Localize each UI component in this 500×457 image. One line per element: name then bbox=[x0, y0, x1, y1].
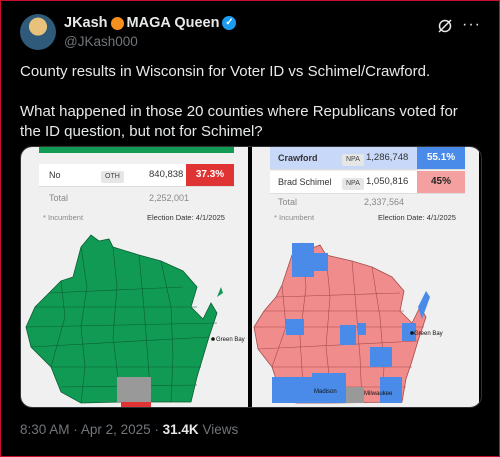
party-chip: NPA bbox=[342, 178, 364, 190]
vote-count: 1,050,816 bbox=[366, 176, 409, 187]
more-dots-icon[interactable]: ··· bbox=[462, 16, 481, 33]
door-peninsula bbox=[217, 287, 223, 297]
blue-county-central-2 bbox=[358, 323, 366, 335]
total-label: Total bbox=[49, 193, 69, 203]
blue-county-milwaukee bbox=[380, 377, 402, 403]
party-chip: NPA bbox=[342, 154, 364, 166]
verified-badge-icon[interactable]: ✓ bbox=[222, 16, 237, 30]
left-image[interactable]: No OTH 840,838 37.3% Total 2,252,001 * I… bbox=[21, 147, 248, 407]
blue-county-southwest bbox=[272, 377, 312, 403]
result-row-schimel: Brad Schimel NPA 1,050,816 45% bbox=[270, 171, 465, 194]
orange-emoji-icon bbox=[110, 16, 124, 30]
gray-county bbox=[346, 387, 364, 403]
blue-county-dane bbox=[312, 373, 346, 403]
blue-county-west bbox=[286, 319, 304, 335]
author-name-row[interactable]: JKash MAGA Queen ✓ bbox=[64, 15, 237, 31]
percent-badge: 55.1% bbox=[417, 147, 465, 169]
author-name[interactable]: JKash bbox=[64, 15, 108, 31]
city-dot-green-bay bbox=[410, 331, 414, 335]
election-date: Election Date: 4/1/2025 bbox=[147, 213, 225, 222]
avatar[interactable] bbox=[20, 14, 56, 50]
candidate-name: Brad Schimel bbox=[278, 177, 332, 187]
blue-county-north-2 bbox=[314, 253, 328, 271]
tweet-line-1: County results in Wisconsin for Voter ID… bbox=[20, 63, 431, 80]
total-votes: 2,252,001 bbox=[149, 193, 190, 203]
tweet-line-2: What happened in those 20 counties where… bbox=[20, 103, 458, 140]
result-row-crawford: Crawford NPA 1,286,748 55.1% bbox=[270, 147, 465, 170]
incumbent-note: * Incumbent bbox=[274, 213, 315, 222]
door-peninsula bbox=[418, 291, 430, 319]
vote-count: 840,838 bbox=[149, 169, 184, 180]
right-image[interactable]: Crawford NPA 1,286,748 55.1% Brad Schime… bbox=[252, 147, 479, 407]
blue-county-north bbox=[292, 243, 314, 277]
blue-county-brown bbox=[402, 323, 416, 341]
wisconsin-map-supreme-court: Green Bay Madison Milwaukee bbox=[253, 242, 443, 404]
views-count[interactable]: 31.4K bbox=[162, 422, 199, 437]
views-label: Views bbox=[202, 422, 239, 437]
tweet-meta: 8:30 AM · Apr 2, 2025 · 31.4K Views bbox=[20, 422, 238, 437]
grok-icon[interactable] bbox=[437, 18, 453, 34]
candidate-name: Crawford bbox=[278, 153, 318, 163]
election-date: Election Date: 4/1/2025 bbox=[378, 213, 456, 222]
tweet-media[interactable]: No OTH 840,838 37.3% Total 2,252,001 * I… bbox=[20, 146, 482, 408]
party-chip: OTH bbox=[101, 171, 124, 183]
gray-county bbox=[117, 377, 151, 402]
wisconsin-map-voter-id: Green Bay bbox=[25, 234, 245, 407]
author-handle[interactable]: @JKash000 bbox=[64, 34, 138, 49]
prior-row-edge bbox=[39, 147, 234, 153]
red-county bbox=[121, 402, 151, 407]
wisconsin-outline bbox=[25, 234, 218, 404]
percent-badge: 37.3% bbox=[186, 164, 234, 186]
total-label: Total bbox=[278, 197, 298, 207]
percent-badge: 45% bbox=[417, 171, 465, 193]
blue-county-central bbox=[340, 325, 356, 345]
result-row-no: No OTH 840,838 37.3% bbox=[39, 164, 234, 187]
meta-separator: · bbox=[73, 422, 78, 437]
map-label-milwaukee: Milwaukee bbox=[364, 391, 393, 397]
map-label-green-bay: Green Bay bbox=[414, 331, 443, 337]
total-votes: 2,337,564 bbox=[364, 197, 405, 207]
author-name-suffix[interactable]: MAGA Queen bbox=[126, 15, 220, 31]
blue-county-fox bbox=[370, 347, 392, 367]
candidate-name: No bbox=[49, 170, 61, 180]
city-dot-green-bay bbox=[211, 337, 215, 341]
vote-count: 1,286,748 bbox=[366, 152, 409, 163]
map-label-madison: Madison bbox=[314, 389, 337, 395]
tweet-text: County results in Wisconsin for Voter ID… bbox=[20, 62, 480, 162]
meta-separator: · bbox=[154, 422, 159, 437]
map-label-green-bay: Green Bay bbox=[216, 337, 245, 343]
tweet-time[interactable]: 8:30 AM bbox=[20, 422, 70, 437]
tweet-date[interactable]: Apr 2, 2025 bbox=[80, 422, 151, 437]
incumbent-note: * Incumbent bbox=[43, 213, 84, 222]
